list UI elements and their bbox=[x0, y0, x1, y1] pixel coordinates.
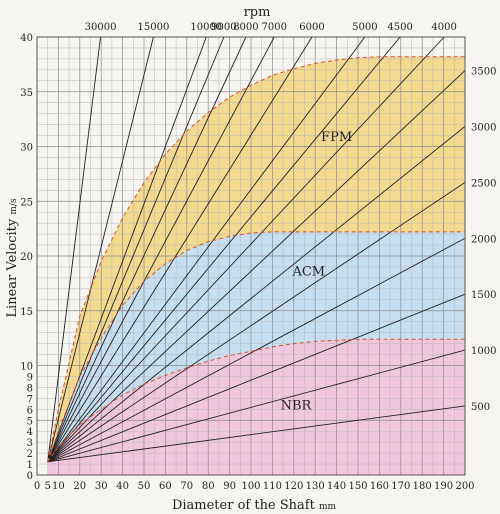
rpm-label-6000: 6000 bbox=[299, 22, 324, 33]
rpm-line-30000 bbox=[47, 36, 102, 462]
y-tick-0: 0 bbox=[27, 471, 33, 482]
boundary-fpm bbox=[47, 56, 465, 462]
y-tick-10: 10 bbox=[20, 362, 33, 373]
y-tick-8: 8 bbox=[27, 383, 33, 394]
x-tick-160: 160 bbox=[370, 481, 389, 492]
plot-frame bbox=[36, 36, 466, 476]
x-tick-90: 90 bbox=[223, 481, 236, 492]
x-tick-130: 130 bbox=[306, 481, 325, 492]
rpm-label-8000: 8000 bbox=[233, 22, 258, 33]
region-labels: FPM ACM NBR bbox=[281, 130, 353, 413]
grid bbox=[36, 36, 466, 476]
x-axis-title: Diameter of the Shaft bbox=[172, 498, 316, 513]
y-tick-20: 20 bbox=[20, 252, 33, 263]
y-tick-9: 9 bbox=[27, 372, 33, 383]
y-axis-label: Linear Velocity m/s bbox=[5, 198, 20, 318]
x-tick-80: 80 bbox=[202, 481, 215, 492]
rpm-label-3000: 3000 bbox=[471, 122, 496, 133]
x-tick-labels: 0 5 10 20 30 40 50 60 70 80 90 100 110 120 130 140 150 16… bbox=[34, 481, 475, 492]
y-tick-25: 25 bbox=[20, 197, 33, 208]
x-tick-190: 190 bbox=[434, 481, 453, 492]
x-tick-170: 170 bbox=[391, 481, 410, 492]
y-tick-7: 7 bbox=[27, 394, 33, 405]
rpm-line-3000 bbox=[47, 126, 466, 463]
rpm-line-2000 bbox=[47, 237, 466, 463]
rpm-line-2500 bbox=[47, 181, 466, 463]
rpm-label-5000: 5000 bbox=[352, 22, 377, 33]
boundary-acm bbox=[47, 231, 465, 463]
top-axis-label: rpm bbox=[244, 5, 271, 20]
x-tick-50: 50 bbox=[138, 481, 151, 492]
x-tick-200: 200 bbox=[455, 481, 474, 492]
rpm-line-7000 bbox=[47, 36, 275, 463]
x-tick-70: 70 bbox=[180, 481, 193, 492]
y-tick-3: 3 bbox=[27, 438, 33, 449]
y-tick-5: 5 bbox=[27, 416, 33, 427]
x-tick-5: 5 bbox=[45, 481, 51, 492]
y-tick-40: 40 bbox=[20, 33, 33, 44]
y-tick-1: 1 bbox=[27, 460, 33, 471]
rpm-line-1500 bbox=[47, 293, 466, 463]
y-tick-4: 4 bbox=[27, 427, 33, 438]
rpm-label-4000: 4000 bbox=[431, 22, 456, 33]
rpm-line-10000 bbox=[47, 36, 207, 463]
boundary-nbr bbox=[47, 338, 465, 463]
x-tick-10: 10 bbox=[52, 481, 65, 492]
rpm-line-4500 bbox=[47, 36, 401, 463]
rpm-label-15000: 15000 bbox=[138, 22, 170, 33]
rpm-line-8000 bbox=[47, 36, 247, 463]
x-tick-30: 30 bbox=[95, 481, 108, 492]
y-axis-unit: m/s bbox=[9, 198, 19, 215]
rpm-label-500: 500 bbox=[471, 402, 490, 413]
rpm-label-2500: 2500 bbox=[471, 178, 496, 189]
x-tick-40: 40 bbox=[116, 481, 129, 492]
y-tick-35: 35 bbox=[20, 88, 33, 99]
x-axis-unit: mm bbox=[319, 502, 337, 512]
region-label-nbr: NBR bbox=[281, 398, 313, 413]
rpm-right-labels: 3500 3000 2500 2000 1500 1000 500 bbox=[471, 67, 496, 413]
x-axis-label: Diameter of the Shaft mm bbox=[172, 498, 337, 513]
y-tick-30: 30 bbox=[20, 143, 33, 154]
rpm-label-1500: 1500 bbox=[471, 290, 496, 301]
y-tick-6: 6 bbox=[27, 405, 33, 416]
region-label-fpm: FPM bbox=[321, 130, 352, 145]
rpm-label-7000: 7000 bbox=[262, 22, 287, 33]
y-axis-title: Linear Velocity bbox=[5, 218, 20, 317]
x-tick-110: 110 bbox=[263, 481, 282, 492]
region-label-acm: ACM bbox=[291, 265, 325, 280]
rpm-line-9000 bbox=[47, 36, 225, 463]
rpm-line-15000 bbox=[47, 36, 154, 462]
x-tick-0: 0 bbox=[34, 481, 40, 492]
rpm-line-500 bbox=[47, 405, 466, 463]
x-tick-60: 60 bbox=[159, 481, 172, 492]
rpm-line-6000 bbox=[47, 36, 313, 463]
rpm-label-3500: 3500 bbox=[471, 67, 496, 78]
y-tick-15: 15 bbox=[20, 307, 33, 318]
rpm-line-1000 bbox=[47, 349, 466, 463]
region-nbr bbox=[47, 339, 465, 475]
rpm-line-4000 bbox=[47, 36, 445, 463]
rpm-lines bbox=[47, 36, 466, 463]
x-tick-120: 120 bbox=[284, 481, 303, 492]
rpm-line-5000 bbox=[47, 36, 366, 463]
rpm-label-4500: 4500 bbox=[387, 22, 412, 33]
x-tick-100: 100 bbox=[241, 481, 260, 492]
x-tick-140: 140 bbox=[327, 481, 346, 492]
rpm-label-30000: 30000 bbox=[85, 22, 117, 33]
x-tick-180: 180 bbox=[413, 481, 432, 492]
x-tick-20: 20 bbox=[73, 481, 86, 492]
rpm-label-10000: 10000 bbox=[190, 22, 222, 33]
rpm-label-2000: 2000 bbox=[471, 234, 496, 245]
y-tick-2: 2 bbox=[27, 449, 33, 460]
rpm-label-9000: 9000 bbox=[211, 22, 236, 33]
rpm-line-3500 bbox=[47, 70, 466, 463]
rpm-label-1000: 1000 bbox=[471, 346, 496, 357]
x-tick-150: 150 bbox=[348, 481, 367, 492]
region-boundaries bbox=[47, 56, 465, 463]
